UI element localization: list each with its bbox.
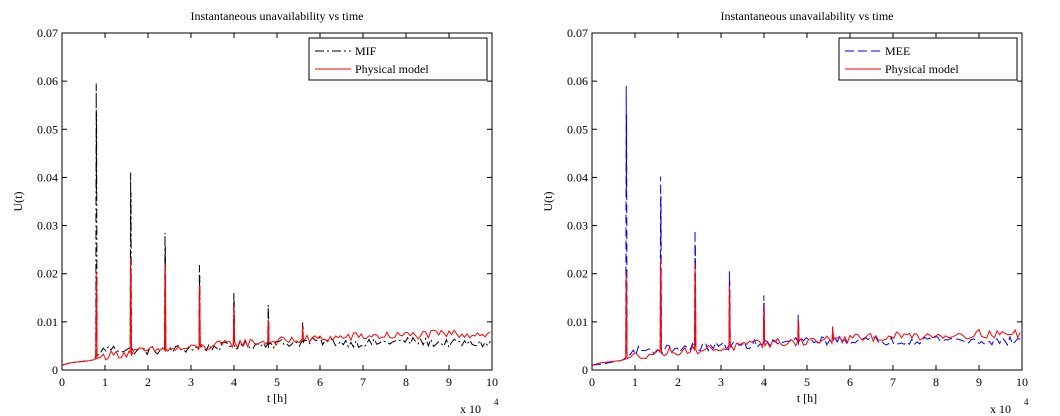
plot-area: [61, 32, 493, 371]
x-tick-label: 3: [718, 375, 724, 389]
x-tick-label: 4: [231, 375, 237, 389]
series-line-physical-model: [62, 258, 491, 366]
x-tick-label: 0: [589, 375, 595, 389]
chart-title: Instantaneous unavailability vs time: [191, 9, 364, 23]
y-tick-label: 0.06: [37, 74, 58, 88]
plot-area: [591, 32, 1023, 371]
y-tick-label: 0.05: [567, 122, 588, 136]
x-tick-label: 4: [761, 375, 767, 389]
series-line-mee: [592, 85, 1021, 366]
y-tick-label: 0.01: [37, 315, 58, 329]
x-tick-label: 7: [890, 375, 896, 389]
x-tick-label: 9: [446, 375, 452, 389]
y-tick-label: 0.06: [567, 74, 588, 88]
legend-box: [838, 37, 1018, 81]
x-tick-label: 5: [804, 375, 810, 389]
legend-label: MEE: [885, 44, 910, 58]
legend: MEE Physical model: [838, 37, 1018, 81]
series-group: [592, 85, 1021, 366]
x-tick-label: 9: [976, 375, 982, 389]
x-tick-label: 0: [59, 375, 65, 389]
legend-label: MIF: [355, 44, 377, 58]
chart-svg: Instantaneous unavailability vs time 0 1 2 3…: [541, 9, 1029, 416]
y-tick-label: 0.07: [37, 26, 58, 40]
x-tick-label: 6: [847, 375, 853, 389]
x-tick-label: 2: [675, 375, 681, 389]
legend-label: Physical model: [355, 62, 429, 76]
x-tick-label: 3: [188, 375, 194, 389]
y-tick-label: 0.03: [567, 219, 588, 233]
x-tick-label: 1: [102, 375, 108, 389]
y-tick-label: 0: [52, 363, 58, 377]
y-tick-label: 0.05: [37, 122, 58, 136]
chart-title: Instantaneous unavailability vs time: [721, 9, 894, 23]
x-tick-label: 6: [317, 375, 323, 389]
series-group: [62, 83, 491, 366]
legend-label: Physical model: [885, 62, 959, 76]
x-tick-label: 5: [274, 375, 280, 389]
y-tick-label: 0.02: [567, 267, 588, 281]
y-tick-label: 0.02: [37, 267, 58, 281]
x-tick-label: 10: [1016, 375, 1028, 389]
legend: MIF Physical model: [308, 37, 488, 81]
x-tick-label: 8: [933, 375, 939, 389]
x-tick-label: 2: [145, 375, 151, 389]
y-axis-label: U(t): [11, 192, 25, 212]
x-axis-label: t [h]: [797, 391, 817, 405]
x-tick-label: 10: [486, 375, 498, 389]
chart-mee-vs-physical: Instantaneous unavailability vs time 0 1 2 3…: [530, 0, 1060, 416]
chart-svg: Instantaneous unavailability vs time 0 1 2 3…: [11, 9, 499, 416]
x-multiplier-exponent: 4: [494, 397, 499, 407]
y-tick-label: 0.03: [37, 219, 58, 233]
y-tick-label: 0.04: [567, 170, 588, 184]
y-tick-label: 0.01: [567, 315, 588, 329]
series-line-physical-model: [592, 258, 1021, 366]
y-tick-label: 0.04: [37, 170, 58, 184]
x-multiplier-label: x 10: [460, 402, 481, 416]
x-multiplier-label: x 10: [990, 402, 1011, 416]
y-tick-label: 0: [582, 363, 588, 377]
x-axis-label: t [h]: [267, 391, 287, 405]
y-tick-label: 0.07: [567, 26, 588, 40]
x-tick-label: 1: [632, 375, 638, 389]
legend-box: [308, 37, 488, 81]
y-axis-label: U(t): [541, 192, 555, 212]
x-tick-label: 8: [403, 375, 409, 389]
x-multiplier-exponent: 4: [1024, 397, 1029, 407]
x-tick-label: 7: [360, 375, 366, 389]
chart-mif-vs-physical: Instantaneous unavailability vs time 0 1 2 3…: [11, 9, 499, 416]
